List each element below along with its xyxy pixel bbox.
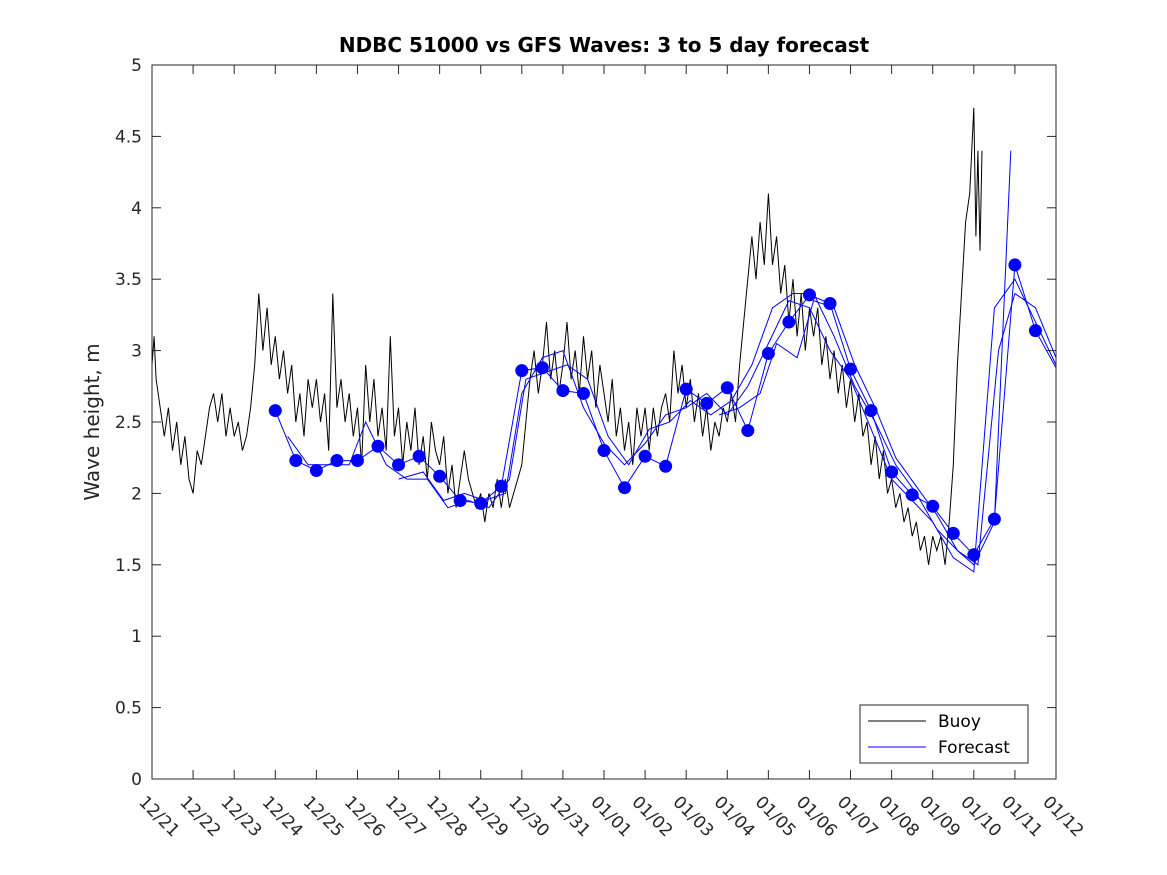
y-tick-label: 2 xyxy=(131,484,142,504)
y-tick-label: 5 xyxy=(131,56,142,76)
forecast-point xyxy=(885,465,899,479)
forecast-point xyxy=(659,459,673,473)
forecast-point xyxy=(433,469,447,483)
chart-title: NDBC 51000 vs GFS Waves: 3 to 5 day fore… xyxy=(339,33,870,57)
forecast-point xyxy=(946,526,960,540)
y-tick-label: 3 xyxy=(131,342,142,362)
forecast-series-line-4 xyxy=(718,150,1012,566)
buoy-series-line xyxy=(151,107,983,565)
legend-box xyxy=(859,704,1029,764)
y-tick-label: 1 xyxy=(131,627,142,647)
forecast-point xyxy=(597,444,611,458)
legend-label-buoy: Buoy xyxy=(938,712,981,732)
forecast-point xyxy=(618,481,632,495)
forecast-point xyxy=(844,362,858,376)
y-axis-label: Wave height, m xyxy=(80,343,104,500)
forecast-point xyxy=(905,488,919,502)
y-tick-label: 0.5 xyxy=(115,699,142,719)
forecast-point xyxy=(453,494,467,508)
forecast-point xyxy=(638,449,652,463)
forecast-point xyxy=(967,548,981,562)
series-layer xyxy=(151,107,1057,573)
forecast-point xyxy=(350,454,364,468)
forecast-point xyxy=(474,496,488,510)
y-tick-label: 3.5 xyxy=(115,270,142,290)
forecast-point xyxy=(494,479,508,493)
forecast-point xyxy=(782,315,796,329)
forecast-point xyxy=(412,449,426,463)
y-tick-label: 2.5 xyxy=(115,413,142,433)
legend: Buoy Forecast xyxy=(859,704,1029,764)
forecast-point xyxy=(679,382,693,396)
forecast-point xyxy=(515,364,529,378)
forecast-point xyxy=(741,424,755,438)
y-tick-label: 4.5 xyxy=(115,127,142,147)
forecast-point xyxy=(700,396,714,410)
forecast-point xyxy=(268,404,282,418)
forecast-point xyxy=(926,499,940,513)
forecast-point xyxy=(309,464,323,478)
forecast-point xyxy=(392,458,406,472)
forecast-series-line-2 xyxy=(287,292,1057,566)
forecast-point xyxy=(1008,258,1022,272)
forecast-point xyxy=(864,404,878,418)
plot-area xyxy=(152,65,1056,779)
forecast-point xyxy=(289,454,303,468)
forecast-point xyxy=(802,288,816,302)
forecast-point xyxy=(987,512,1001,526)
legend-label-forecast: Forecast xyxy=(938,738,1010,758)
forecast-point xyxy=(371,439,385,453)
forecast-point xyxy=(576,386,590,400)
forecast-point xyxy=(823,296,837,310)
forecast-point xyxy=(556,384,570,398)
forecast-point xyxy=(535,361,549,375)
y-axis: 0 0.5 1 1.5 2 2.5 3 3.5 4 4.5 5 xyxy=(115,56,1056,790)
y-tick-label: 1.5 xyxy=(115,556,142,576)
forecast-point xyxy=(761,346,775,360)
y-tick-label: 0 xyxy=(131,770,142,790)
forecast-point xyxy=(330,454,344,468)
forecast-point xyxy=(720,381,734,395)
forecast-series-line-3 xyxy=(398,278,1057,573)
forecast-point xyxy=(1028,324,1042,338)
y-tick-label: 4 xyxy=(131,199,142,219)
